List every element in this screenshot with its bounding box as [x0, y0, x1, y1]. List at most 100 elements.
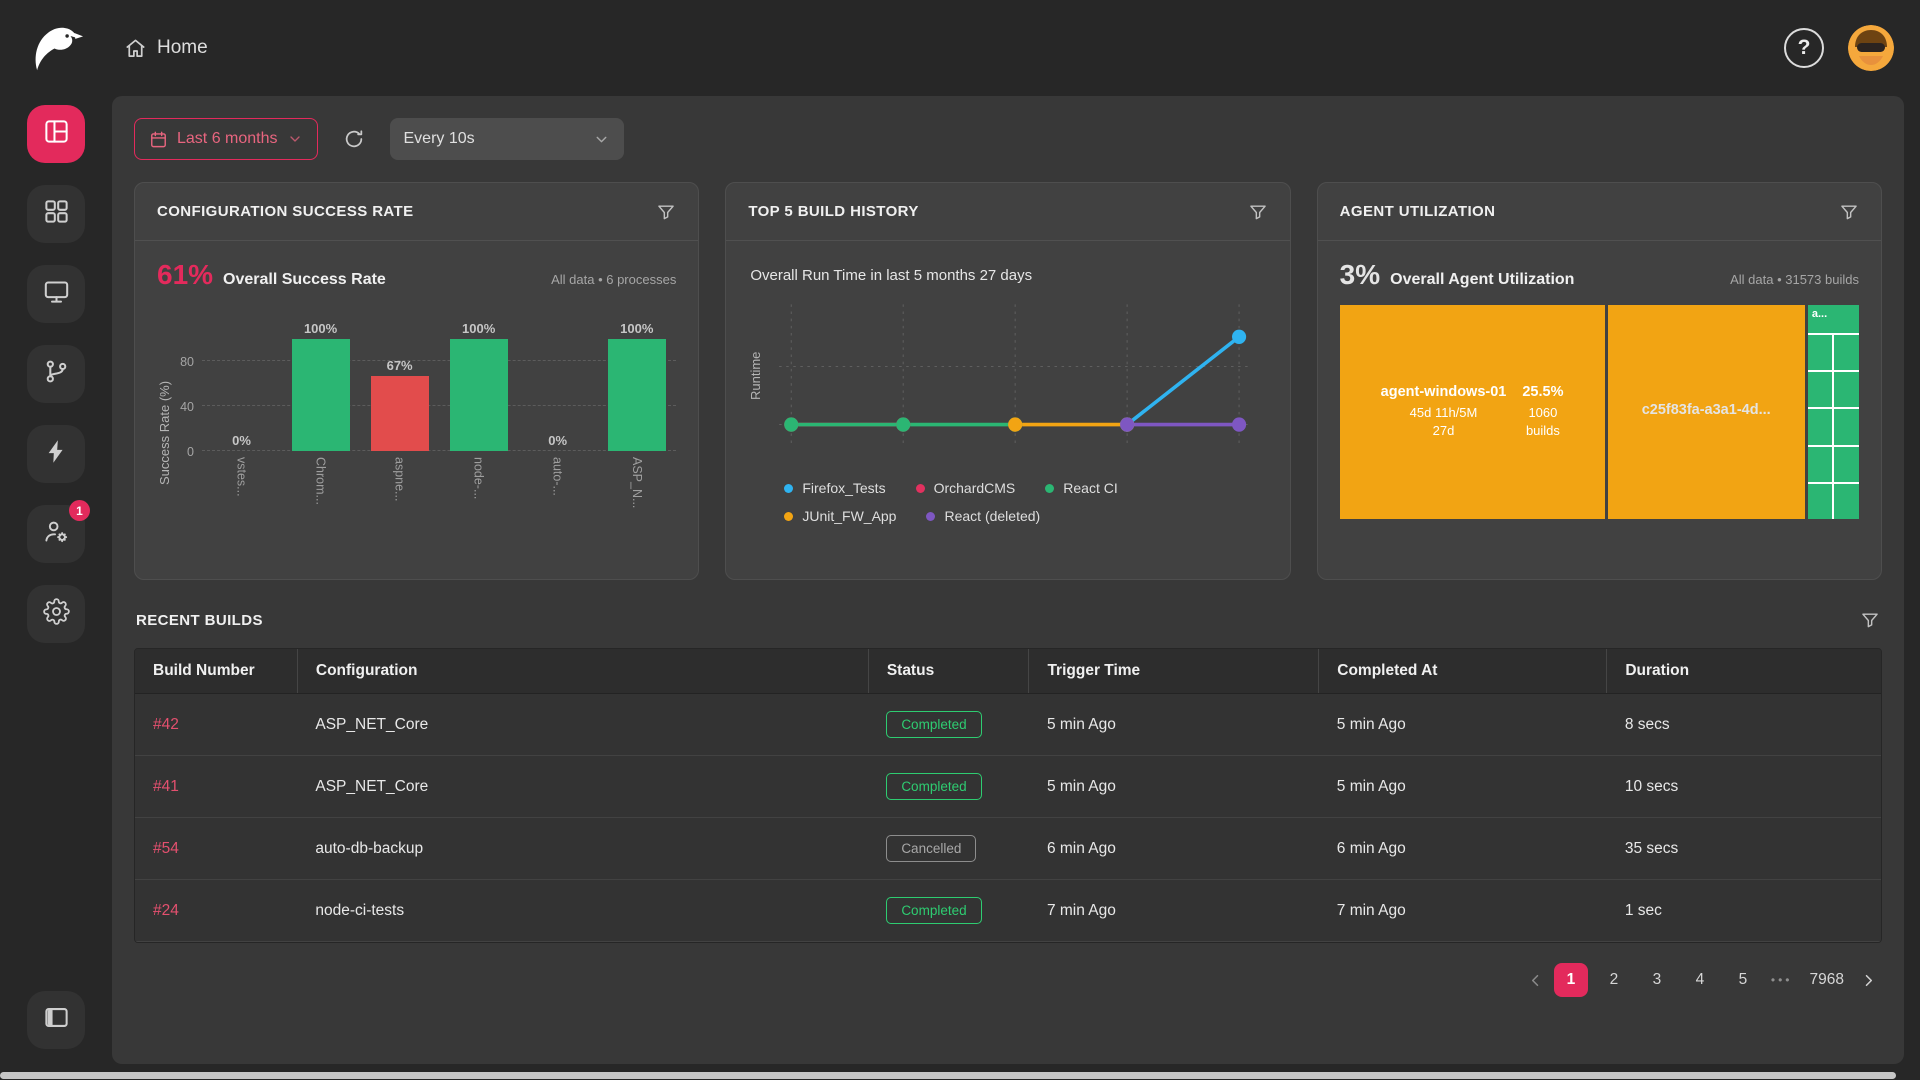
legend-item-junit_fw_app[interactable]: JUnit_FW_App	[784, 508, 896, 524]
agent-name: agent-windows-01	[1380, 384, 1507, 401]
pagination: 1 2 3 4 5 ••• 7968	[134, 963, 1882, 997]
table-row: #41 ASP_NET_Core Completed 5 min Ago 5 min A…	[135, 755, 1881, 818]
card-title: TOP 5 BUILD HISTORY	[748, 203, 919, 220]
page-button-3[interactable]: 3	[1652, 971, 1662, 988]
help-button[interactable]: ?	[1784, 28, 1824, 68]
chevron-down-icon	[593, 131, 610, 148]
treemap-cell-agent-windows-01[interactable]: agent-windows-01 45d 11h/5M 27d 25.5% 10…	[1339, 305, 1605, 519]
duration-cell: 35 secs	[1606, 817, 1881, 880]
treemap-small-cell[interactable]	[1834, 372, 1859, 408]
treemap-small-cell[interactable]	[1807, 372, 1833, 408]
agent-builds-label: builds	[1525, 423, 1560, 438]
success-rate-plot: 0% 100% 67% 100% 0% 100%	[202, 301, 677, 451]
horizontal-scrollbar-thumb[interactable]	[0, 1072, 1896, 1079]
date-range-button[interactable]: Last 6 months	[134, 118, 318, 160]
page-button-2[interactable]: 2	[1609, 971, 1619, 988]
bar-asp_n: 100%	[607, 321, 666, 451]
app-logo[interactable]	[27, 20, 85, 78]
status-cell: Completed	[868, 879, 1029, 942]
legend-item-orchardcms[interactable]: OrchardCMS	[915, 480, 1015, 496]
filter-icon[interactable]	[1839, 202, 1859, 222]
sidebar-collapse-button[interactable]	[27, 991, 85, 1049]
gear-icon	[42, 598, 70, 630]
legend-dot	[784, 511, 794, 521]
treemap-small-cell[interactable]	[1834, 409, 1859, 445]
treemap-small-cell[interactable]	[1834, 446, 1859, 482]
gridline	[202, 450, 677, 451]
treemap-small-cell[interactable]	[1834, 483, 1859, 519]
page-button-7968[interactable]: 7968	[1809, 971, 1844, 988]
configuration-cell: ASP_NET_Core	[297, 755, 869, 818]
table-row: #42 ASP_NET_Core Completed 5 min Ago 5 min A…	[135, 693, 1881, 756]
filter-icon[interactable]	[1248, 202, 1268, 222]
refresh-button[interactable]	[332, 118, 376, 160]
card-body: Overall Run Time in last 5 months 27 day…	[726, 241, 1289, 579]
success-rate-xlabels: vstes... Chrom... aspne... node-... auto-...…	[202, 457, 676, 543]
table-row: #24 node-ci-tests Completed 7 min Ago 7 min …	[135, 879, 1881, 942]
legend-label: React (deleted)	[944, 508, 1041, 524]
sidebar-item-branch[interactable]	[27, 345, 85, 403]
treemap-small-cell[interactable]	[1807, 446, 1833, 482]
legend-item-firefox_tests[interactable]: Firefox_Tests	[784, 480, 886, 496]
next-page-button[interactable]	[1859, 971, 1878, 990]
legend-label: Firefox_Tests	[802, 480, 886, 496]
treemap-small-cell[interactable]	[1834, 335, 1859, 371]
success-rate-yticks: 0 40 80	[172, 301, 202, 459]
x-axis-label: ASP_N...	[629, 457, 644, 509]
card-header: CONFIGURATION SUCCESS RATE	[135, 183, 699, 241]
agent-utilization-scope: All data • 31573 builds	[1730, 272, 1859, 287]
refresh-interval-select[interactable]: Every 10s	[389, 118, 624, 160]
topbar-right: ?	[1784, 25, 1894, 71]
build-number-link[interactable]: #42	[135, 693, 298, 756]
sidebar-item-grid[interactable]	[27, 185, 85, 243]
build-number-link[interactable]: #24	[135, 879, 298, 942]
sidebar-item-monitor[interactable]	[27, 265, 85, 323]
treemap-small-cell[interactable]	[1807, 483, 1833, 519]
agent-utilization-treemap: agent-windows-01 45d 11h/5M 27d 25.5% 10…	[1339, 305, 1859, 519]
y-tick-label: 40	[180, 400, 194, 415]
duration-cell: 8 secs	[1606, 693, 1881, 756]
prev-page-button[interactable]	[1526, 971, 1545, 990]
page-button-4[interactable]: 4	[1695, 971, 1705, 988]
bar-rect	[370, 375, 429, 451]
treemap-cell-c25f83fa[interactable]: c25f83fa-a3a1-4d...	[1607, 305, 1805, 519]
filter-icon[interactable]	[656, 202, 676, 222]
agent-duration-line1: 45d 11h/5M	[1409, 405, 1478, 421]
sidebar-item-gear[interactable]	[27, 585, 85, 643]
trigger-time-cell: 7 min Ago	[1028, 879, 1319, 942]
page-button-5[interactable]: 5	[1738, 971, 1748, 988]
calendar-icon	[149, 130, 168, 149]
column-header-status: Status	[868, 649, 1030, 694]
agent-builds-count: 1060	[1528, 405, 1558, 421]
x-axis-label: Chrom...	[313, 457, 328, 505]
legend-row: JUnit_FW_App React (deleted)	[784, 508, 1267, 524]
trigger-time-cell: 6 min Ago	[1028, 817, 1319, 880]
treemap-small-cell[interactable]	[1807, 409, 1833, 445]
bar-rect	[449, 339, 508, 451]
help-label: ?	[1797, 36, 1811, 59]
refresh-interval-value: Every 10s	[403, 130, 475, 147]
builds-table: Build Number Configuration Status Trigger T…	[134, 648, 1882, 943]
monitor-icon	[43, 278, 70, 310]
treemap-small-cell[interactable]	[1807, 335, 1833, 371]
date-range-label: Last 6 months	[177, 130, 278, 147]
treemap-cell-a[interactable]: a...	[1807, 305, 1859, 333]
build-number-link[interactable]: #41	[135, 755, 298, 818]
sidebar-item-user-gear[interactable]: 1	[27, 500, 90, 563]
filter-icon[interactable]	[1860, 610, 1880, 630]
completed-at-cell: 6 min Ago	[1318, 817, 1607, 880]
page-button-1[interactable]: 1	[1553, 963, 1588, 997]
section-title: RECENT BUILDS	[136, 611, 263, 629]
bar-vstes: 0%	[213, 433, 271, 451]
page-ellipsis: •••	[1770, 973, 1793, 987]
sidebar-item-bolt[interactable]	[27, 425, 85, 483]
breadcrumb[interactable]: Home	[124, 37, 208, 60]
avatar[interactable]	[1848, 25, 1894, 71]
build-number-link[interactable]: #54	[135, 817, 298, 880]
legend-item-react-deleted[interactable]: React (deleted)	[926, 508, 1040, 524]
sidebar-item-dashboard[interactable]	[27, 105, 85, 163]
card-top-5-build-history: TOP 5 BUILD HISTORY Overall Run Time in …	[725, 182, 1291, 580]
configuration-cell: node-ci-tests	[297, 879, 869, 942]
legend-item-react-ci[interactable]: React CI	[1045, 480, 1118, 496]
